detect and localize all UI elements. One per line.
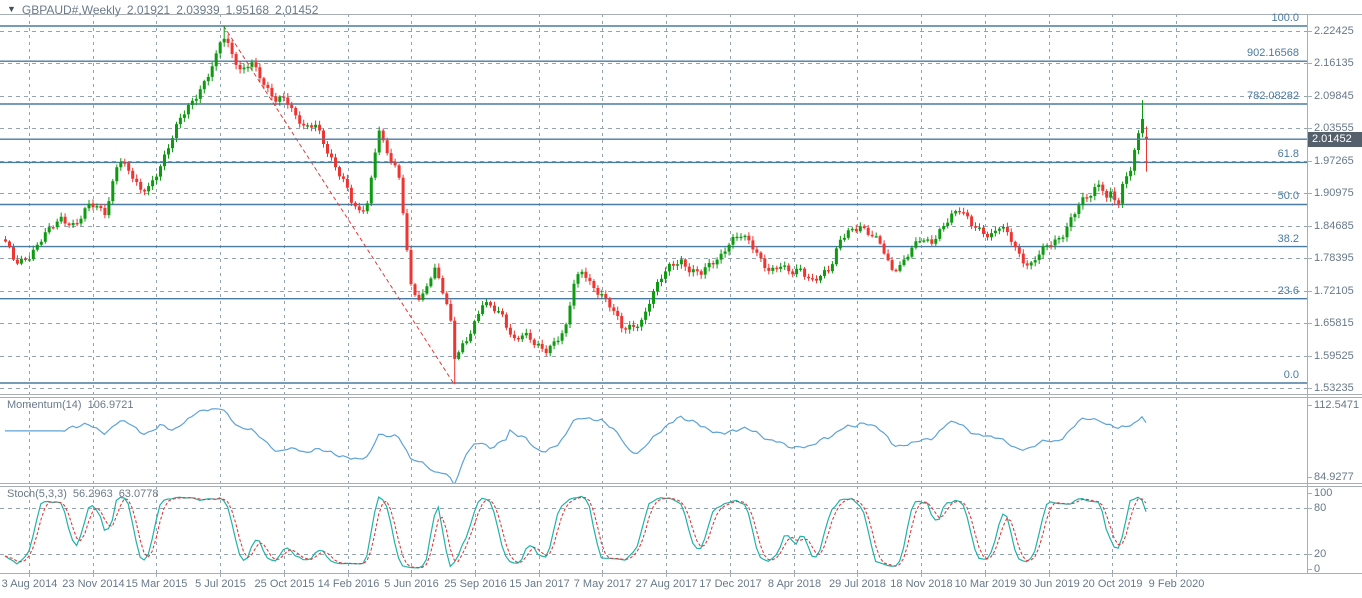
- date-label: 8 Apr 2018: [767, 578, 822, 590]
- date-label: 14 Feb 2016: [317, 578, 380, 590]
- ohlc-low: 1.95168: [225, 2, 270, 17]
- price-axis-label: 1.53235: [1314, 381, 1354, 394]
- bear-bodies: [4, 38, 1148, 359]
- date-label: 17 Dec 2017: [699, 578, 762, 590]
- price-axis-label: 1.84685: [1314, 219, 1354, 232]
- date-label: 25 Oct 2015: [254, 578, 315, 590]
- price-axis-label: 2.22425: [1314, 25, 1354, 37]
- date-label: 15 Jan 2017: [509, 578, 570, 590]
- date-label: 25 Sep 2016: [444, 578, 507, 590]
- price-axis-label: 2.03555: [1314, 122, 1354, 135]
- date-label: 23 Nov 2014: [62, 578, 125, 590]
- momentum-value: 106.9721: [87, 399, 134, 411]
- stochastic-main-value: 56.2963: [72, 488, 113, 500]
- date-label: 27 Aug 2017: [635, 578, 698, 590]
- date-label: 3 Aug 2014: [1, 578, 58, 590]
- price-axis-label: 2.09845: [1314, 89, 1354, 102]
- current-price-tag: 2.01452: [1308, 132, 1362, 147]
- time-axis[interactable]: 3 Aug 2014 23 Nov 2014 15 Mar 2015 5 Jul 20…: [0, 573, 1362, 598]
- bear-wicks: [5, 34, 1147, 385]
- price-axis-label: 1.72105: [1314, 284, 1354, 297]
- stoch-scale-label: 80: [1314, 502, 1327, 515]
- price-axis[interactable]: 2.22425 2.16135 2.09845 2.03555 1.97265 1.909…: [1308, 0, 1362, 575]
- bull-bodies: [19, 38, 1144, 359]
- price-axis-label: 1.78395: [1314, 252, 1354, 265]
- stochastic-indicator-label: Stoch(5,3,3) 56.2963 63.0778: [7, 488, 158, 500]
- bull-wicks: [20, 26, 1143, 361]
- date-label: 5 Jun 2016: [384, 578, 439, 590]
- stoch-scale-label: 20: [1314, 547, 1327, 560]
- stochastic-name: Stoch(5,3,3): [7, 488, 67, 500]
- chevron-down-icon[interactable]: ▼: [7, 4, 16, 14]
- date-label: 5 Jul 2015: [195, 578, 246, 590]
- price-axis-label: 1.90975: [1314, 187, 1354, 200]
- date-label: 15 Mar 2015: [125, 578, 188, 590]
- price-axis-label: 1.65815: [1314, 317, 1354, 330]
- ohlc-high: 2.03939: [176, 2, 220, 17]
- momentum-name: Momentum(14): [7, 399, 82, 411]
- date-label: 7 May 2017: [573, 578, 632, 590]
- momentum-scale-label: 84.9277: [1314, 471, 1354, 483]
- momentum-indicator-label: Momentum(14) 106.9721: [7, 399, 133, 411]
- date-label: 29 Jul 2018: [829, 578, 886, 590]
- date-label: 30 Jun 2019: [1019, 578, 1080, 590]
- stochastic-signal-value: 63.0778: [118, 488, 159, 500]
- date-label: 18 Nov 2018: [890, 578, 953, 590]
- ohlc-open: 2.01921: [126, 2, 171, 17]
- date-label: 20 Oct 2019: [1082, 578, 1143, 590]
- price-axis-label: 1.59525: [1314, 349, 1354, 362]
- date-label: 9 Feb 2020: [1148, 578, 1205, 590]
- date-label: 10 Mar 2019: [954, 578, 1017, 590]
- stoch-scale-label: 0: [1314, 563, 1321, 575]
- price-axis-label: 1.97265: [1314, 154, 1354, 167]
- symbol-header: ▼ GBPAUD#,Weekly 2.01921 2.03939 1.95168…: [7, 2, 319, 17]
- momentum-scale-label: 112.5471: [1314, 399, 1360, 411]
- stoch-scale-label: 100: [1314, 487, 1333, 499]
- symbol-title: GBPAUD#,Weekly: [21, 2, 121, 17]
- ohlc-close: 2.01452: [275, 2, 319, 17]
- price-axis-label: 2.16135: [1314, 57, 1354, 70]
